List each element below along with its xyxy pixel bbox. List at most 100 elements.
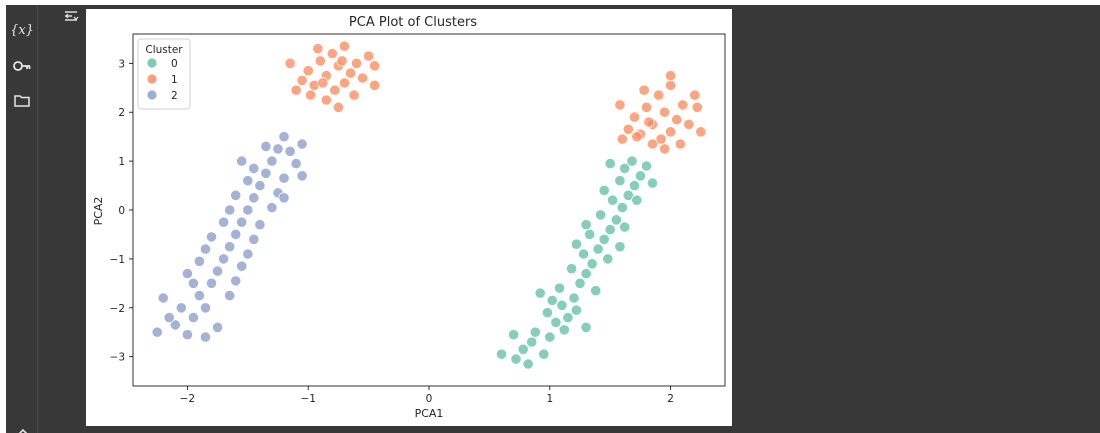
point-cluster-1 bbox=[332, 101, 344, 113]
point-cluster-2 bbox=[187, 311, 200, 324]
point-cluster-2 bbox=[278, 172, 290, 184]
point-cluster-2 bbox=[199, 243, 212, 255]
plot-area-frame bbox=[132, 33, 726, 387]
axes-layer: −2 −1 0 1 2 −3 −2 −1 0 1 2 3 bbox=[110, 58, 674, 405]
point-cluster-1 bbox=[664, 69, 677, 82]
point-cluster-2 bbox=[199, 331, 212, 343]
point-cluster-0 bbox=[640, 160, 653, 172]
point-cluster-0 bbox=[604, 158, 616, 170]
point-cluster-1 bbox=[348, 89, 360, 101]
point-cluster-0 bbox=[565, 263, 578, 275]
point-cluster-0 bbox=[622, 189, 634, 201]
files-folder-icon[interactable] bbox=[11, 89, 33, 111]
point-cluster-2 bbox=[272, 143, 284, 155]
point-cluster-1 bbox=[640, 101, 653, 113]
point-cluster-0 bbox=[529, 326, 541, 338]
point-cluster-1 bbox=[646, 138, 659, 150]
point-cluster-0 bbox=[562, 311, 574, 324]
chevron-icon[interactable] bbox=[16, 425, 30, 433]
output-toggle-icon[interactable] bbox=[60, 6, 82, 28]
point-cluster-1 bbox=[643, 116, 655, 128]
point-cluster-0 bbox=[580, 321, 592, 333]
point-cluster-1 bbox=[320, 94, 332, 106]
y-tick-label: 0 bbox=[118, 205, 125, 217]
point-cluster-0 bbox=[619, 162, 631, 174]
point-cluster-2 bbox=[193, 255, 206, 267]
point-cluster-0 bbox=[584, 228, 596, 240]
legend-label-2: 2 bbox=[171, 90, 178, 102]
point-cluster-0 bbox=[634, 170, 647, 182]
point-cluster-1 bbox=[350, 57, 363, 69]
point-cluster-2 bbox=[212, 321, 224, 333]
left-icon-rail: {x} bbox=[6, 5, 38, 433]
point-cluster-2 bbox=[218, 253, 230, 265]
point-cluster-0 bbox=[577, 248, 590, 260]
point-cluster-1 bbox=[677, 99, 689, 111]
point-cluster-2 bbox=[242, 175, 254, 187]
point-cluster-0 bbox=[558, 324, 570, 336]
point-cluster-0 bbox=[541, 307, 553, 319]
point-cluster-2 bbox=[205, 277, 218, 289]
point-cluster-0 bbox=[574, 277, 586, 289]
point-cluster-0 bbox=[556, 299, 568, 311]
point-cluster-0 bbox=[510, 353, 522, 365]
point-cluster-0 bbox=[598, 233, 610, 245]
point-cluster-2 bbox=[266, 202, 278, 214]
point-cluster-2 bbox=[205, 231, 218, 243]
y-tick-label: 1 bbox=[118, 156, 125, 168]
point-cluster-0 bbox=[628, 180, 641, 192]
point-cluster-1 bbox=[664, 126, 677, 138]
point-cluster-2 bbox=[212, 265, 224, 277]
point-cluster-1 bbox=[296, 74, 308, 87]
point-cluster-1 bbox=[622, 123, 634, 135]
point-cluster-0 bbox=[616, 202, 628, 214]
point-cluster-0 bbox=[598, 184, 610, 196]
point-cluster-0 bbox=[590, 285, 602, 297]
point-cluster-2 bbox=[199, 302, 212, 314]
legend-marker-1 bbox=[146, 73, 158, 85]
secrets-key-icon[interactable] bbox=[11, 55, 33, 77]
point-cluster-2 bbox=[224, 289, 236, 302]
point-cluster-2 bbox=[157, 292, 169, 304]
notebook-output-area: {x} bbox=[6, 5, 1100, 433]
point-cluster-2 bbox=[290, 158, 302, 170]
chart-legend: Cluster 0 1 2 bbox=[137, 38, 191, 110]
point-cluster-2 bbox=[254, 180, 266, 192]
point-cluster-2 bbox=[230, 228, 242, 240]
point-cluster-2 bbox=[230, 189, 242, 201]
point-cluster-2 bbox=[163, 311, 175, 324]
point-cluster-2 bbox=[296, 138, 308, 150]
point-cluster-0 bbox=[592, 243, 604, 255]
point-cluster-1 bbox=[664, 79, 677, 91]
point-cluster-2 bbox=[181, 267, 194, 280]
point-cluster-0 bbox=[550, 316, 562, 328]
point-cluster-0 bbox=[594, 209, 607, 221]
chart-title: PCA Plot of Clusters bbox=[349, 15, 477, 30]
point-cluster-0 bbox=[626, 155, 638, 167]
point-cluster-1 bbox=[284, 57, 296, 69]
point-cluster-2 bbox=[254, 219, 266, 231]
point-cluster-1 bbox=[362, 50, 375, 62]
point-cluster-2 bbox=[236, 155, 248, 167]
y-tick-label: 2 bbox=[118, 107, 125, 119]
point-cluster-1 bbox=[312, 43, 324, 55]
point-cluster-0 bbox=[517, 343, 529, 355]
point-cluster-2 bbox=[236, 216, 248, 228]
point-cluster-2 bbox=[193, 289, 206, 302]
point-cluster-1 bbox=[683, 118, 695, 131]
variables-icon[interactable]: {x} bbox=[10, 22, 34, 38]
y-tick-label: −1 bbox=[110, 254, 125, 266]
figure-panel: PCA Plot of Clusters −2 −1 0 1 2 −3 −2 −1 0 1 2 3 P… bbox=[86, 9, 732, 426]
point-cluster-0 bbox=[614, 175, 626, 187]
x-tick-label: 0 bbox=[426, 393, 433, 405]
point-cluster-1 bbox=[658, 106, 671, 118]
point-cluster-0 bbox=[570, 238, 582, 250]
x-tick-label: −2 bbox=[180, 393, 195, 405]
x-axis-label: PCA1 bbox=[415, 407, 444, 420]
point-cluster-0 bbox=[570, 304, 582, 316]
legend-marker-0 bbox=[146, 57, 158, 69]
point-cluster-1 bbox=[356, 72, 369, 84]
point-cluster-1 bbox=[329, 84, 341, 96]
point-cluster-2 bbox=[260, 167, 272, 179]
point-cluster-0 bbox=[604, 224, 616, 236]
